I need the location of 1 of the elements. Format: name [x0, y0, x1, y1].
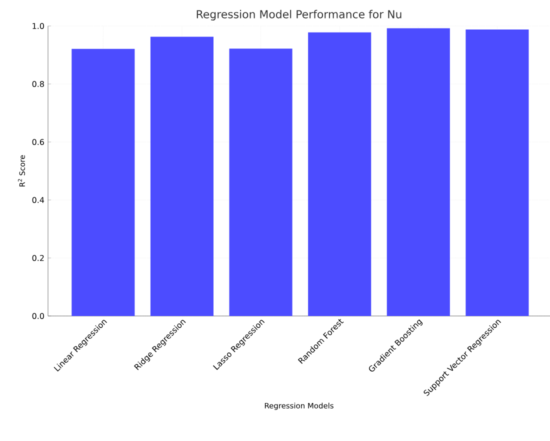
chart-title: Regression Model Performance for Nu	[196, 10, 402, 20]
